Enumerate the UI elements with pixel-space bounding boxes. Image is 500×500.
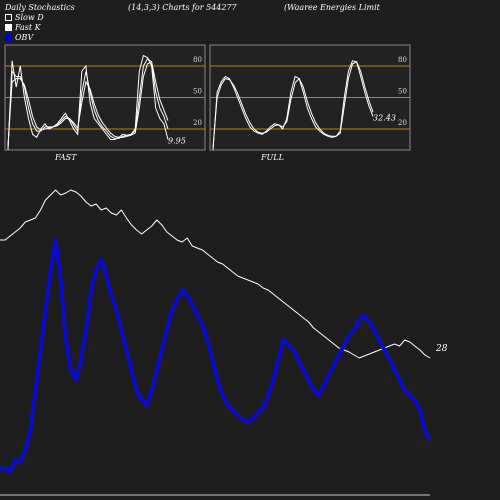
full-ytick-label: 20 bbox=[398, 119, 407, 127]
legend-fast-k: Fast K bbox=[5, 23, 41, 32]
legend-obv-label: OBV bbox=[15, 33, 34, 42]
fast-k-swatch bbox=[5, 24, 12, 31]
fast-ytick-label: 50 bbox=[193, 88, 202, 96]
legend-fast-k-label: Fast K bbox=[15, 23, 41, 32]
legend-slow-d: Slow D bbox=[5, 13, 44, 22]
fast-series-line bbox=[7, 57, 169, 148]
legend-slow-d-label: Slow D bbox=[15, 13, 44, 22]
full-panel-title: FULL bbox=[261, 153, 284, 162]
obv-line bbox=[0, 238, 432, 474]
chart-title-middle: (14,3,3) Charts for 544277 bbox=[128, 3, 237, 12]
obv-swatch bbox=[5, 34, 12, 41]
fast-panel-title: FAST bbox=[55, 153, 77, 162]
fast-series-line bbox=[7, 54, 169, 151]
fast-ytick-label: 80 bbox=[193, 56, 202, 64]
full-ytick-label: 80 bbox=[398, 56, 407, 64]
fast-ytick-label: 20 bbox=[193, 119, 202, 127]
legend-obv: OBV bbox=[5, 33, 33, 42]
price-line bbox=[0, 189, 431, 359]
fast-series-line bbox=[7, 61, 169, 146]
fast-last-value-label: 9.95 bbox=[168, 137, 186, 146]
full-ytick-label: 50 bbox=[398, 88, 407, 96]
chart-title-left: Daily Stochastics bbox=[5, 3, 75, 12]
full-series-line bbox=[212, 60, 374, 151]
full-series-line bbox=[212, 61, 374, 148]
full-last-value-label: 32.43 bbox=[373, 113, 396, 122]
slow-d-swatch bbox=[5, 14, 12, 21]
price-value-label: 28 bbox=[435, 344, 448, 354]
chart-title-right: (Waaree Energies Limit bbox=[284, 3, 380, 12]
